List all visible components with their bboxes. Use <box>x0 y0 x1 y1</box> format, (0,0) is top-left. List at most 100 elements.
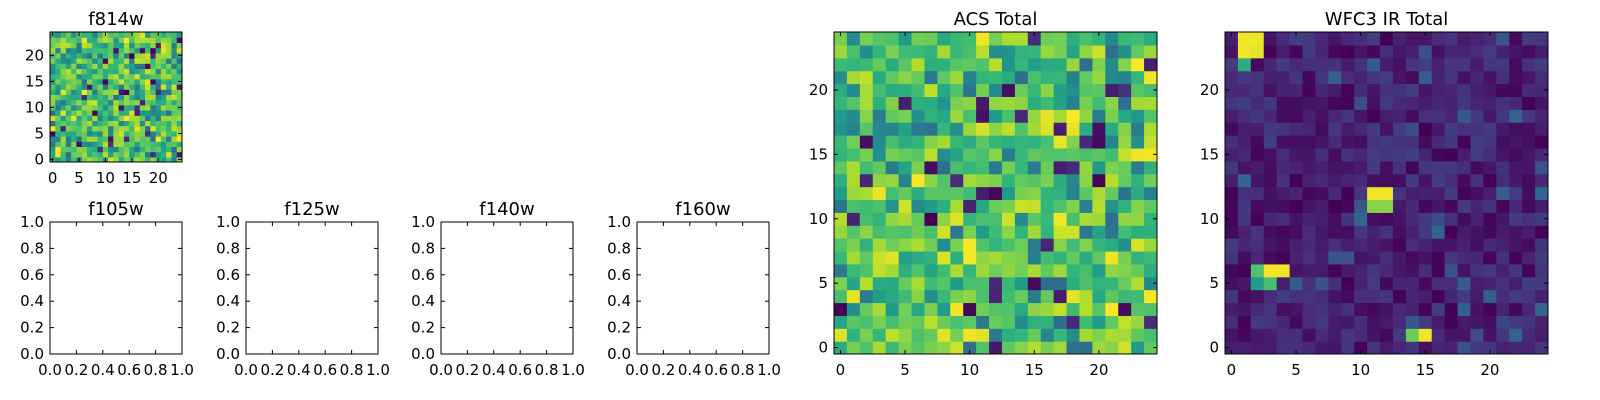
heatmap-cell <box>1405 199 1420 213</box>
heatmap-cell <box>911 83 926 97</box>
heatmap-cell <box>898 225 913 239</box>
heatmap-cell <box>108 120 114 127</box>
heatmap-cell <box>1418 302 1433 316</box>
heatmap-cell <box>1040 186 1055 201</box>
heatmap-cell <box>97 130 104 137</box>
heatmap-cell <box>1250 70 1265 85</box>
y-tick-label: 20 <box>25 46 44 64</box>
heatmap-cell <box>1522 57 1536 72</box>
heatmap-cell <box>139 37 146 43</box>
heatmap-cell <box>145 84 151 90</box>
heatmap-cells <box>50 32 182 162</box>
heatmap-cell <box>134 120 141 127</box>
heatmap-cell <box>1225 328 1239 342</box>
heatmap-cell <box>1276 135 1291 149</box>
heatmap-cell <box>1131 289 1145 304</box>
heatmap-cell <box>1250 289 1265 304</box>
heatmap-cell <box>1237 263 1252 278</box>
heatmap-cell <box>1392 70 1407 85</box>
heatmap-cell <box>898 263 913 278</box>
heatmap-cell <box>1315 199 1329 213</box>
heatmap-cell <box>1418 83 1433 97</box>
heatmap-cell <box>859 83 874 97</box>
heatmap-cell <box>118 136 125 142</box>
heatmap-cell <box>1144 57 1157 72</box>
heatmap-cell <box>1105 315 1119 329</box>
heatmap-cell <box>989 109 1003 123</box>
heatmap-cell <box>846 109 861 123</box>
heatmap-cell <box>1431 160 1446 175</box>
heatmap-cell <box>989 96 1003 110</box>
heatmap-cell <box>1079 302 1093 316</box>
heatmap-cell <box>1380 186 1394 201</box>
heatmap-cell <box>129 84 136 90</box>
heatmap-cell <box>71 42 77 49</box>
heatmap-cell <box>1457 315 1472 329</box>
heatmap-cell <box>911 135 926 149</box>
y-tick-label: 5 <box>818 274 828 292</box>
heatmap-cell <box>1302 250 1317 265</box>
heatmap-cell <box>92 73 99 80</box>
heatmap-cell <box>65 94 72 101</box>
heatmap-cell <box>134 73 141 80</box>
heatmap-cell <box>1483 302 1497 316</box>
heatmap-cell <box>65 120 72 127</box>
heatmap-cell <box>97 37 104 43</box>
heatmap-cell <box>1014 238 1029 252</box>
heatmap-cell <box>1431 135 1446 149</box>
heatmap-cell <box>1367 328 1381 342</box>
heatmap-cell <box>1483 186 1497 201</box>
heatmap-cell <box>1053 276 1068 291</box>
heatmap-cell <box>1276 212 1291 226</box>
heatmap-cell <box>1341 276 1355 291</box>
heatmap-cell <box>1457 289 1472 304</box>
heatmap-cell <box>1225 238 1239 252</box>
heatmap-cell <box>118 156 125 162</box>
heatmap-cell <box>1509 135 1523 149</box>
heatmap-cell <box>176 146 182 153</box>
heatmap-cell <box>108 130 114 137</box>
heatmap-cell <box>1535 186 1548 201</box>
heatmap-cell <box>150 37 157 43</box>
heatmap-cell <box>1431 96 1446 110</box>
heatmap-cell <box>65 73 72 80</box>
heatmap-cell <box>92 151 99 158</box>
heatmap-cell <box>81 136 88 142</box>
x-tick-label: 0 <box>1227 361 1237 379</box>
heatmap-cell <box>834 135 848 149</box>
x-tick-label: 0.0 <box>38 361 62 379</box>
heatmap-cell <box>92 156 99 162</box>
heatmap-cell <box>108 151 114 158</box>
x-tick-label: 1.0 <box>561 361 585 379</box>
heatmap-cell <box>86 110 93 116</box>
heatmap-cell <box>171 125 178 132</box>
heatmap-cell <box>145 89 151 95</box>
heatmap-cell <box>118 151 125 158</box>
heatmap-cell <box>1328 160 1342 175</box>
heatmap-cell <box>155 110 162 116</box>
heatmap-cell <box>1444 250 1459 265</box>
heatmap-cell <box>1001 315 1016 329</box>
heatmap-cell <box>872 109 887 123</box>
heatmap-cell <box>71 130 77 137</box>
heatmap-cell <box>1014 57 1029 72</box>
heatmap-cell <box>885 57 900 72</box>
heatmap-cell <box>950 302 964 316</box>
y-tick-label: 0.8 <box>607 239 631 257</box>
heatmap-cell <box>123 110 130 116</box>
heatmap-cell <box>160 156 167 162</box>
heatmap-cell <box>65 104 72 111</box>
heatmap-cell <box>1522 289 1536 304</box>
heatmap-cell <box>1522 96 1536 110</box>
heatmap-cell <box>846 302 861 316</box>
heatmap-cell <box>81 63 88 69</box>
heatmap-cell <box>92 120 99 127</box>
heatmap-cell <box>1276 276 1291 291</box>
y-tick-label: 0.4 <box>20 292 44 310</box>
heatmap-cell <box>1392 186 1407 201</box>
heatmap-cell <box>160 47 167 54</box>
heatmap-cell <box>1225 250 1239 265</box>
heatmap-cell <box>1014 212 1029 226</box>
heatmap-cell <box>1105 57 1119 72</box>
